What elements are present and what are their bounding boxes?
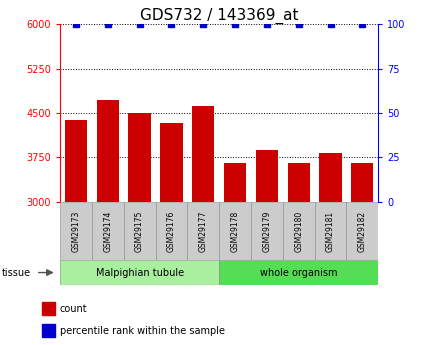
Bar bbox=[124, 202, 156, 260]
Bar bbox=[92, 202, 124, 260]
Bar bbox=[156, 202, 187, 260]
Text: GSM29180: GSM29180 bbox=[294, 210, 303, 252]
Text: GSM29175: GSM29175 bbox=[135, 210, 144, 252]
Bar bbox=[224, 163, 246, 202]
Bar bbox=[219, 260, 378, 285]
Bar bbox=[251, 202, 283, 260]
Bar bbox=[42, 302, 55, 315]
Bar bbox=[160, 123, 182, 202]
Text: GSM29178: GSM29178 bbox=[231, 210, 239, 252]
Text: GSM29174: GSM29174 bbox=[103, 210, 112, 252]
Text: GSM29177: GSM29177 bbox=[199, 210, 208, 252]
Bar bbox=[320, 153, 342, 202]
Text: GSM29179: GSM29179 bbox=[263, 210, 271, 252]
Bar bbox=[192, 106, 214, 202]
Bar bbox=[60, 260, 219, 285]
Text: GSM29181: GSM29181 bbox=[326, 210, 335, 252]
Bar bbox=[283, 202, 315, 260]
Text: GSM29173: GSM29173 bbox=[72, 210, 81, 252]
Text: Malpighian tubule: Malpighian tubule bbox=[96, 268, 184, 277]
Text: whole organism: whole organism bbox=[260, 268, 337, 277]
Bar bbox=[129, 113, 151, 202]
Bar bbox=[187, 202, 219, 260]
Bar bbox=[97, 100, 119, 202]
Bar bbox=[287, 163, 310, 202]
Bar bbox=[347, 202, 378, 260]
Text: tissue: tissue bbox=[2, 268, 31, 277]
Bar bbox=[256, 150, 278, 202]
Bar bbox=[351, 163, 373, 202]
Title: GDS732 / 143369_at: GDS732 / 143369_at bbox=[140, 8, 299, 24]
Text: GSM29176: GSM29176 bbox=[167, 210, 176, 252]
Bar bbox=[60, 202, 92, 260]
Text: percentile rank within the sample: percentile rank within the sample bbox=[60, 325, 225, 335]
Bar bbox=[42, 324, 55, 337]
Bar bbox=[315, 202, 347, 260]
Bar bbox=[219, 202, 251, 260]
Text: GSM29182: GSM29182 bbox=[358, 210, 367, 252]
Text: count: count bbox=[60, 304, 88, 314]
Bar bbox=[65, 120, 87, 202]
